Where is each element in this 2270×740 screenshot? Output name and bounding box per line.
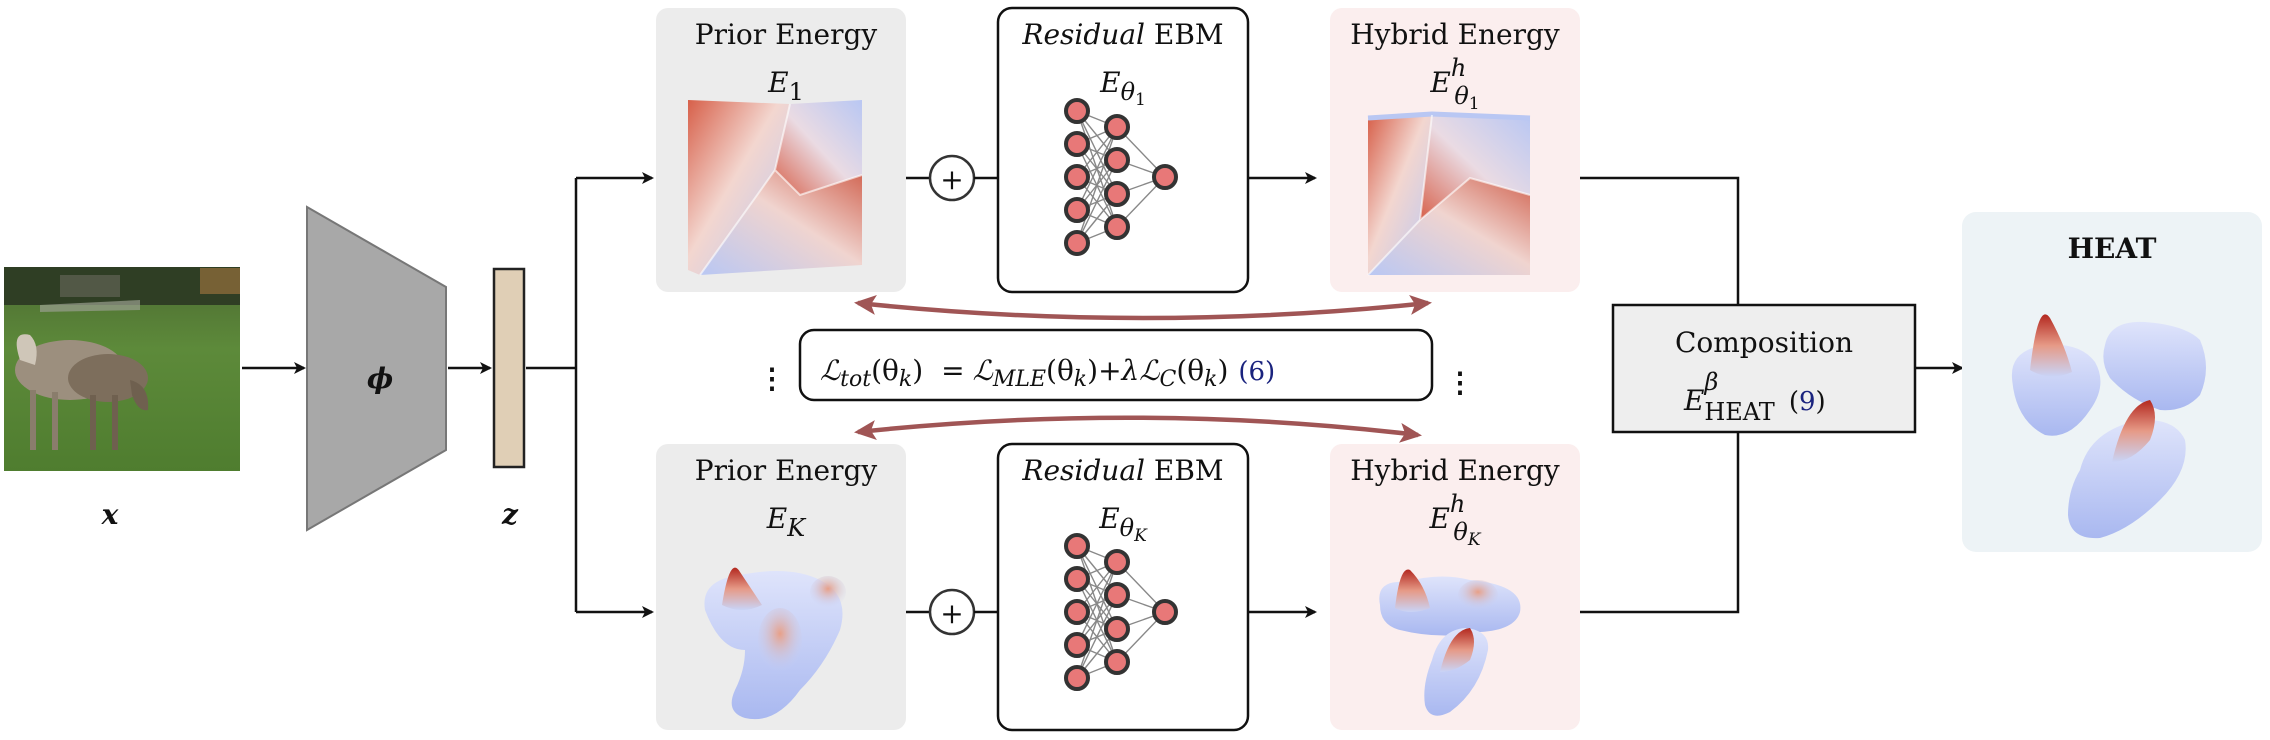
link-arrow-top (854, 294, 1432, 321)
network-node (1104, 147, 1130, 173)
residual-ebm-bottom-symbol: EθK (1098, 502, 1148, 546)
network-node (1064, 665, 1090, 691)
residual-ebm-top-title: Residual EBM (1021, 18, 1223, 51)
composition-symbol: Eβ HEAT (9) (1683, 368, 1826, 426)
hybrid-energy-bottom-title: Hybrid Energy (1350, 454, 1560, 487)
network-node (1104, 181, 1130, 207)
network-node (1104, 549, 1130, 575)
network-edge (1076, 126, 1118, 211)
composition-title: Composition (1675, 326, 1853, 359)
prior-energy-top-title: Prior Energy (695, 18, 878, 51)
network-node (1104, 649, 1130, 675)
network-node (1104, 582, 1130, 608)
encoder-trapezoid (306, 205, 447, 532)
network-node (1064, 599, 1090, 625)
prior-energy-top-symbol: E1 (767, 66, 804, 106)
network-node (1064, 197, 1090, 223)
network-node (1104, 616, 1130, 642)
residual-ebm-top-symbol: Eθ1 (1099, 66, 1146, 110)
network-node (1064, 164, 1090, 190)
vertical-dots-left: ⋮ (758, 362, 786, 395)
hybrid-energy-top-title: Hybrid Energy (1350, 18, 1560, 51)
network-edge (1076, 159, 1118, 244)
heat-output-title: HEAT (2068, 232, 2157, 265)
network-node (1064, 98, 1090, 124)
loss-equation: ℒtot(θk) = ℒMLE(θk)+λℒC(θk) (6) (820, 354, 1275, 392)
input-image (4, 267, 240, 471)
network-edge (1076, 561, 1118, 679)
network-node (1152, 599, 1178, 625)
composition-box (1611, 303, 1917, 434)
neural-network-icon-top (1064, 98, 1178, 256)
network-node (1104, 114, 1130, 140)
hybrid-to-composition-lines (1580, 176, 1740, 614)
vertical-dots-right: ⋮ (1446, 366, 1474, 399)
link-arrow-bottom (854, 415, 1422, 443)
prior-energy-top-surface (688, 100, 863, 276)
plus-symbol-bottom: + (940, 597, 963, 630)
prior-energy-bottom-title: Prior Energy (695, 454, 878, 487)
loss-box (798, 328, 1434, 402)
input-variable: x (101, 498, 119, 531)
encoder-symbol: ϕ (367, 362, 393, 395)
network-edge (1076, 126, 1118, 244)
network-edge (1076, 594, 1118, 679)
latent-vector (492, 267, 526, 469)
latent-variable: z (501, 498, 519, 531)
network-node (1064, 632, 1090, 658)
plus-symbol-top: + (940, 163, 963, 196)
hybrid-energy-top-symbol: Eh θ1 (1429, 54, 1479, 114)
hybrid-energy-bottom-symbol: Eh θK (1428, 490, 1481, 550)
heat-output-surface (2011, 314, 2206, 539)
neural-network-icon-bottom (1064, 533, 1178, 691)
prior-energy-bottom-surface (704, 567, 846, 720)
hybrid-energy-bottom-surface (1379, 569, 1521, 716)
heat-output-panel (1962, 212, 2262, 552)
latent-branch-lines (526, 178, 578, 612)
network-node (1064, 230, 1090, 256)
prior-energy-bottom-symbol: EK (766, 502, 807, 542)
network-node (1064, 131, 1090, 157)
hybrid-energy-top-surface (1367, 111, 1531, 276)
network-edge (1076, 561, 1118, 646)
network-node (1104, 214, 1130, 240)
network-node (1064, 566, 1090, 592)
network-node (1152, 164, 1178, 190)
network-node (1064, 533, 1090, 559)
residual-ebm-bottom-title: Residual EBM (1021, 454, 1223, 487)
